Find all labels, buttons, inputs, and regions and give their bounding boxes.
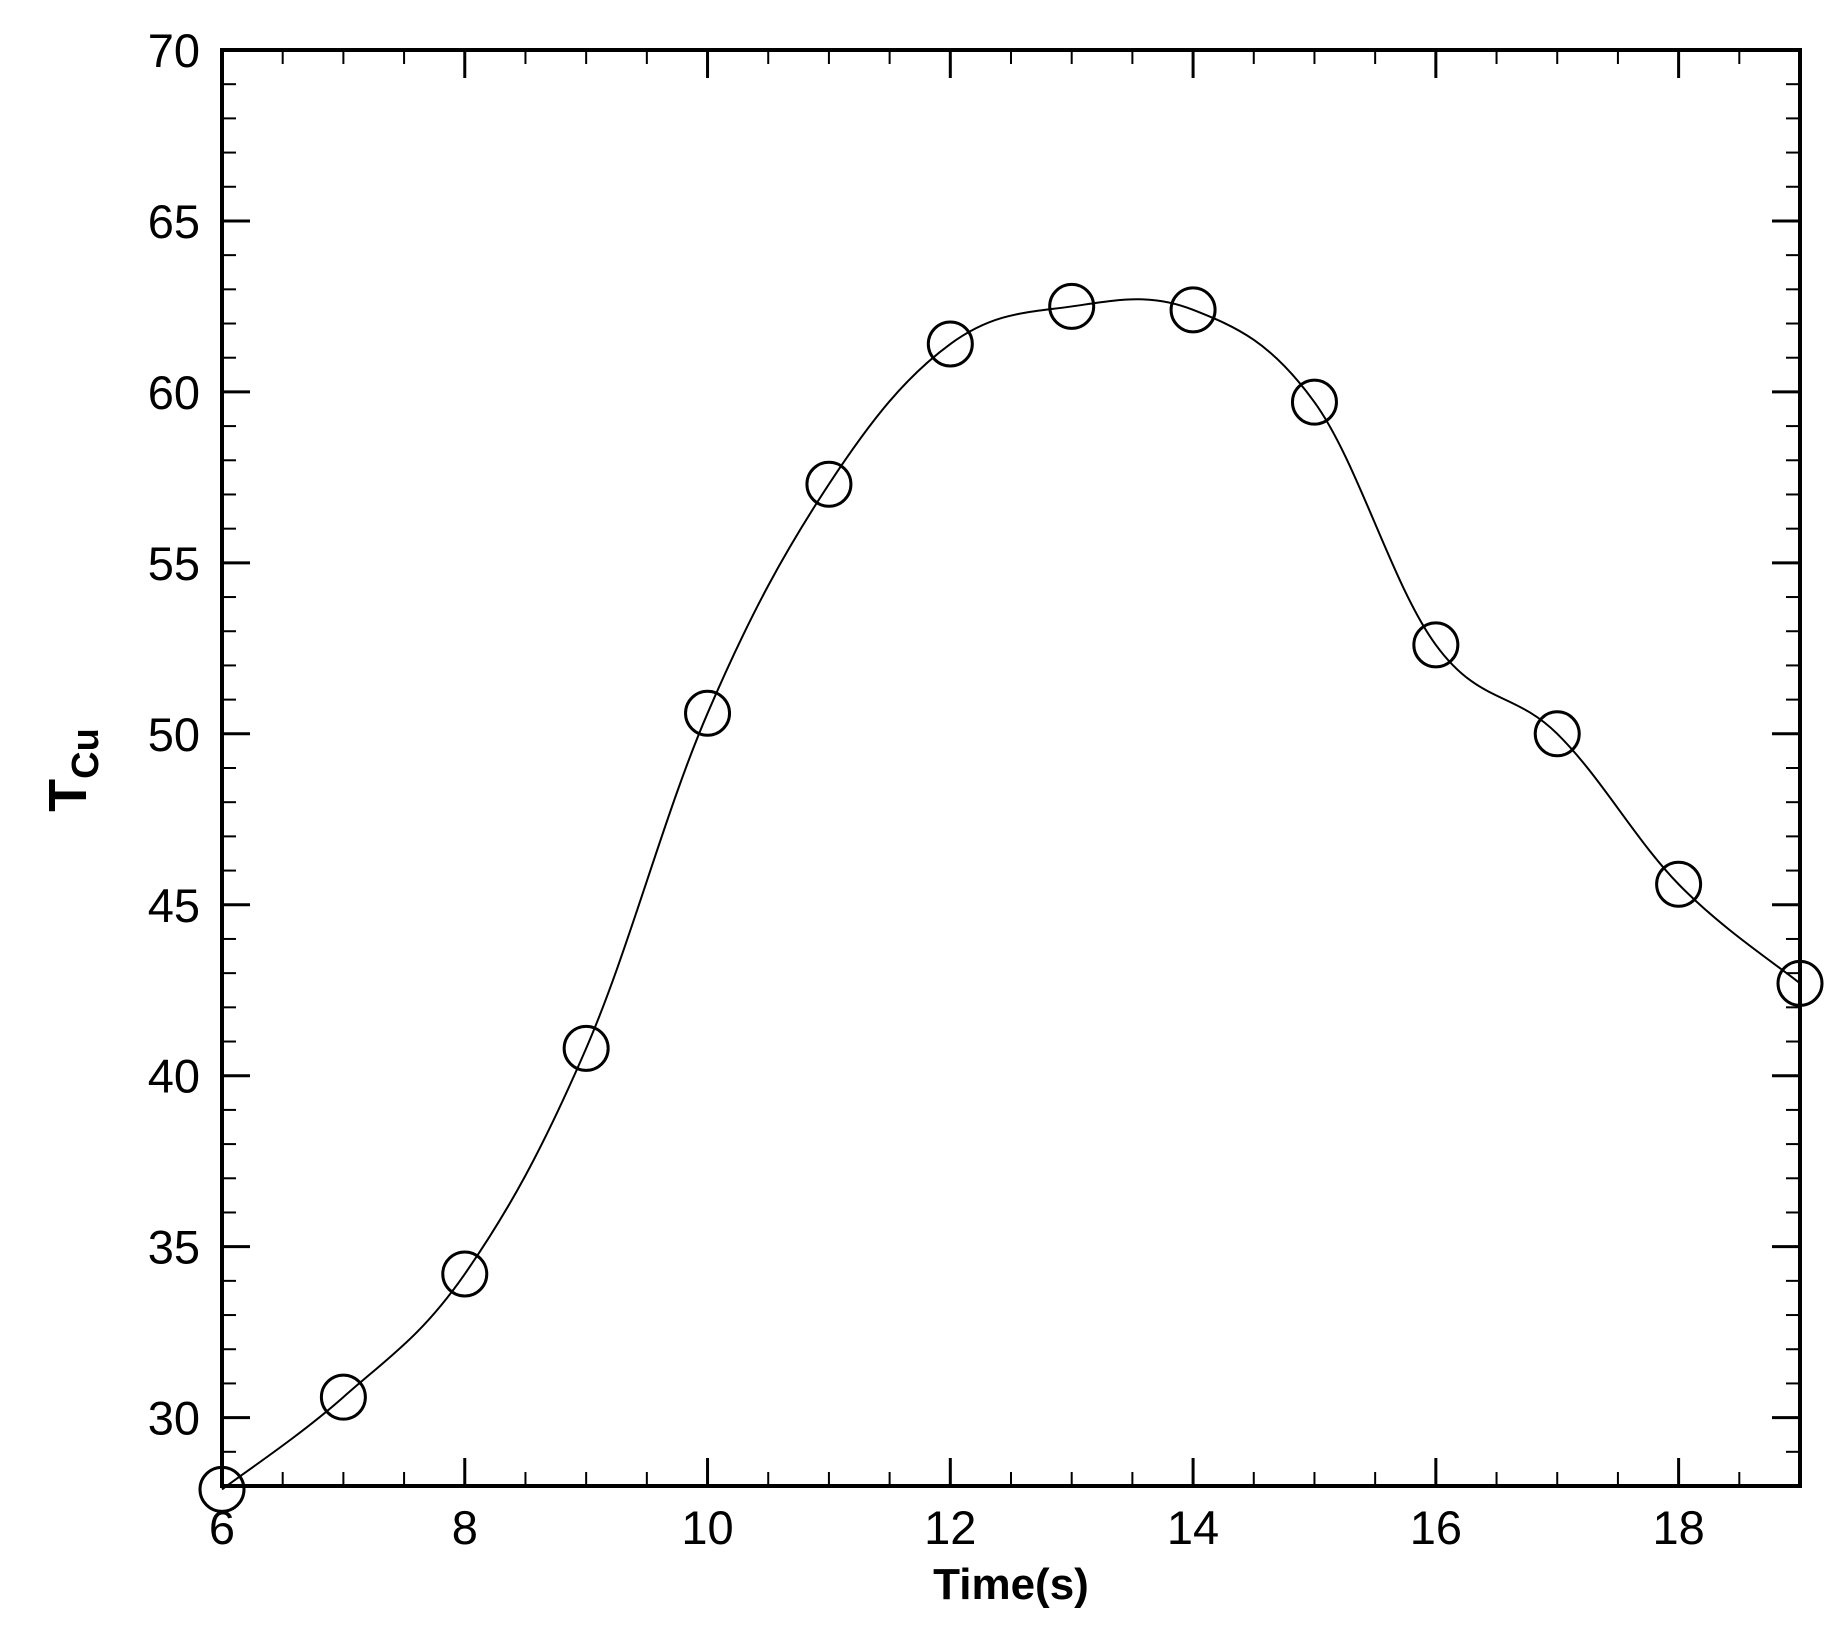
x-axis-title: Time(s) bbox=[933, 1560, 1089, 1609]
data-point-marker bbox=[562, 1024, 610, 1072]
tick-labels: 6 8 10 12 14 16 18 30 35 40 45 50 55 60 65 70 bbox=[148, 24, 1705, 1554]
y-tick-label: 65 bbox=[148, 195, 200, 248]
minor-ticks bbox=[222, 50, 1801, 1487]
major-ticks bbox=[220, 48, 1800, 1486]
x-tick-label: 16 bbox=[1410, 1501, 1462, 1554]
y-tick-label: 35 bbox=[148, 1221, 200, 1274]
data-point-marker bbox=[1655, 860, 1703, 908]
x-tick-label: 14 bbox=[1167, 1501, 1219, 1554]
data-point-marker bbox=[1412, 621, 1460, 669]
y-tick-label: 50 bbox=[148, 708, 200, 761]
y-tick-label: 30 bbox=[148, 1392, 200, 1445]
y-axis-title-subscript: Cu bbox=[65, 728, 107, 779]
y-axis-title-main: T bbox=[38, 779, 98, 812]
data-point-marker bbox=[441, 1250, 489, 1298]
data-point-marker bbox=[684, 689, 732, 737]
y-tick-label: 70 bbox=[148, 24, 200, 77]
y-tick-label: 55 bbox=[148, 537, 200, 590]
x-tick-label: 18 bbox=[1652, 1501, 1704, 1554]
y-axis-title: TCu bbox=[38, 728, 107, 812]
data-point-marker bbox=[1048, 282, 1096, 330]
y-tick-label: 45 bbox=[148, 879, 200, 932]
x-tick-label: 8 bbox=[452, 1501, 478, 1554]
series-layer bbox=[198, 282, 1824, 1513]
series-line bbox=[221, 298, 1801, 1491]
x-tick-label: 6 bbox=[209, 1501, 235, 1554]
data-point-marker bbox=[1169, 286, 1217, 334]
data-point-marker bbox=[926, 320, 974, 368]
data-point-marker bbox=[1290, 378, 1338, 426]
x-tick-label: 10 bbox=[681, 1501, 733, 1554]
x-tick-label: 12 bbox=[924, 1501, 976, 1554]
plot-frame bbox=[220, 48, 1802, 1488]
y-tick-label: 40 bbox=[148, 1050, 200, 1103]
y-tick-label: 60 bbox=[148, 366, 200, 419]
data-point-marker bbox=[319, 1373, 367, 1421]
data-point-marker bbox=[1533, 710, 1581, 758]
data-point-marker bbox=[805, 460, 853, 508]
